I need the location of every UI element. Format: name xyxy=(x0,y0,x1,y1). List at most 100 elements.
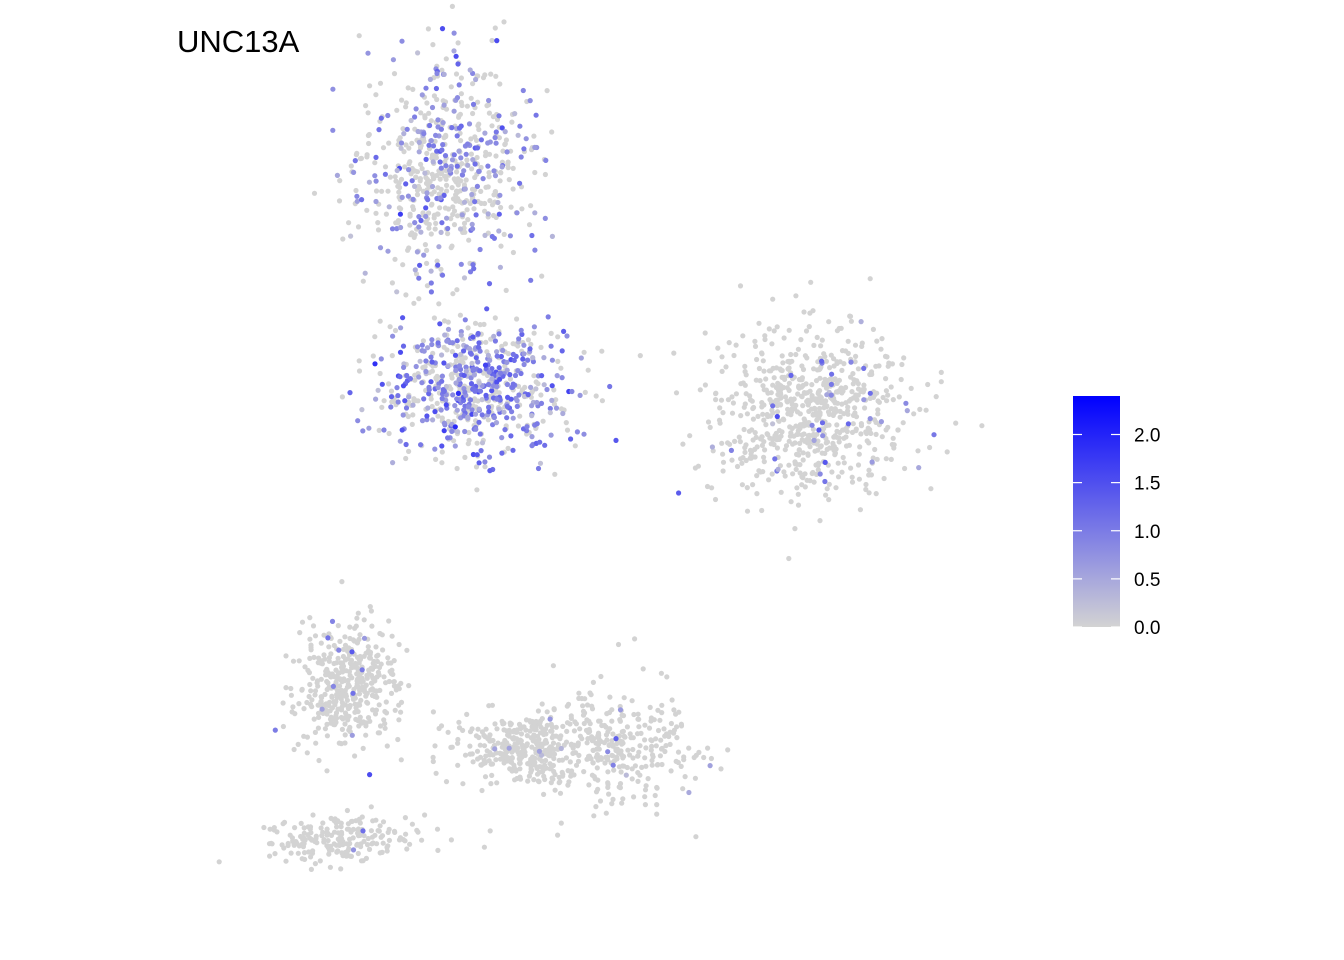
data-point xyxy=(747,447,754,453)
data-point xyxy=(437,205,443,211)
data-point xyxy=(479,397,485,403)
data-point xyxy=(438,407,444,413)
data-point xyxy=(476,340,482,346)
data-point xyxy=(428,202,435,208)
data-point xyxy=(492,315,498,321)
data-point xyxy=(283,858,289,864)
data-point xyxy=(866,440,872,446)
data-point xyxy=(381,427,387,433)
data-point xyxy=(743,442,749,448)
data-point xyxy=(349,665,355,671)
data-point xyxy=(578,355,584,361)
data-point xyxy=(502,427,508,433)
data-point xyxy=(766,368,773,374)
data-point xyxy=(499,751,505,757)
data-point xyxy=(516,752,522,758)
data-point xyxy=(574,429,581,435)
data-point xyxy=(449,349,455,355)
data-point xyxy=(788,372,794,378)
data-point xyxy=(866,490,872,496)
data-point xyxy=(521,361,527,368)
data-point xyxy=(501,19,507,25)
data-point xyxy=(337,838,343,844)
data-point xyxy=(471,266,477,272)
data-point xyxy=(635,711,641,717)
data-point xyxy=(455,429,461,435)
data-point xyxy=(338,696,344,702)
data-point xyxy=(445,225,451,232)
data-point xyxy=(346,669,352,675)
data-point xyxy=(486,758,492,764)
data-point xyxy=(676,709,682,715)
data-point xyxy=(849,389,855,395)
data-point xyxy=(489,37,495,44)
data-point xyxy=(589,703,595,709)
data-point xyxy=(848,396,854,402)
data-point xyxy=(309,704,315,710)
data-point xyxy=(658,746,665,752)
data-point xyxy=(532,759,538,766)
data-point xyxy=(451,152,457,158)
data-point xyxy=(889,361,896,367)
data-point xyxy=(295,741,301,748)
data-point xyxy=(453,380,459,386)
data-point xyxy=(551,401,558,407)
data-point xyxy=(845,411,851,417)
data-point xyxy=(831,356,837,362)
data-point xyxy=(733,342,739,348)
data-point xyxy=(695,463,702,469)
data-point xyxy=(354,150,360,156)
data-point xyxy=(785,358,791,365)
data-point xyxy=(448,386,454,392)
data-point xyxy=(299,619,306,625)
data-point xyxy=(811,366,817,372)
data-point xyxy=(535,778,542,784)
data-point xyxy=(398,757,404,763)
data-point xyxy=(487,468,493,474)
data-point xyxy=(346,683,352,689)
data-point xyxy=(611,767,617,773)
data-point xyxy=(333,660,339,666)
data-point xyxy=(424,220,430,226)
data-point xyxy=(421,396,427,402)
data-point xyxy=(829,469,835,475)
data-point xyxy=(419,166,425,172)
data-point xyxy=(538,392,544,398)
data-point xyxy=(855,462,862,468)
data-point xyxy=(432,226,438,232)
data-point xyxy=(358,679,364,685)
data-point xyxy=(457,188,463,194)
data-point xyxy=(377,823,383,829)
data-point xyxy=(501,231,507,237)
data-point xyxy=(620,796,626,802)
data-point xyxy=(441,360,447,366)
data-point xyxy=(390,57,396,63)
data-point xyxy=(642,787,649,793)
data-point xyxy=(387,324,393,330)
data-point xyxy=(878,346,884,352)
data-point xyxy=(517,774,523,780)
data-point xyxy=(795,391,801,397)
data-point xyxy=(772,433,778,439)
data-point xyxy=(483,392,489,398)
data-point xyxy=(512,111,518,117)
data-point xyxy=(430,143,437,149)
data-point xyxy=(850,381,856,387)
data-point xyxy=(538,400,545,406)
data-point xyxy=(474,452,480,458)
data-point xyxy=(461,348,467,354)
data-point xyxy=(586,782,592,788)
data-point xyxy=(849,479,856,485)
data-point xyxy=(442,205,448,211)
data-point xyxy=(398,224,404,231)
data-point xyxy=(441,388,447,395)
data-point xyxy=(344,826,350,832)
data-point xyxy=(786,555,792,562)
data-point xyxy=(388,394,395,400)
data-point xyxy=(439,147,445,153)
data-point xyxy=(617,707,624,713)
data-point xyxy=(525,357,531,363)
data-point xyxy=(875,411,881,417)
data-point xyxy=(739,460,745,466)
data-point xyxy=(456,725,463,731)
